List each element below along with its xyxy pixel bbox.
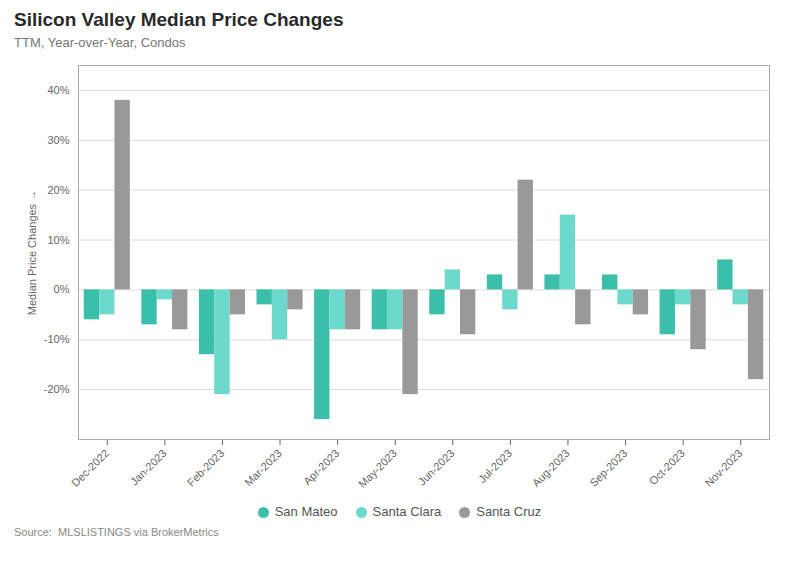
svg-text:Oct-2023: Oct-2023 <box>647 447 687 487</box>
svg-text:Dec-2022: Dec-2022 <box>69 447 111 489</box>
svg-text:0%: 0% <box>54 283 70 295</box>
svg-text:Median Price Changes →: Median Price Changes → <box>26 190 38 315</box>
svg-text:Aug-2023: Aug-2023 <box>530 447 572 489</box>
svg-text:Mar-2023: Mar-2023 <box>242 447 284 489</box>
svg-text:-20%: -20% <box>44 383 70 395</box>
svg-text:Nov-2023: Nov-2023 <box>702 447 744 489</box>
html-text:Santa Cruz: Santa Cruz <box>476 504 542 519</box>
html-text:Silicon Valley Median Price Ch: Silicon Valley Median Price Changes <box>14 9 344 30</box>
svg-text:40%: 40% <box>47 84 69 96</box>
svg-text:Feb-2023: Feb-2023 <box>185 447 227 489</box>
svg-text:Jan-2023: Jan-2023 <box>128 447 169 488</box>
svg-text:20%: 20% <box>47 184 69 196</box>
svg-text:10%: 10% <box>47 234 69 246</box>
html-text:TTM, Year-over-Year, Condos: TTM, Year-over-Year, Condos <box>14 35 186 50</box>
svg-text:Jun-2023: Jun-2023 <box>416 447 457 488</box>
svg-text:30%: 30% <box>47 134 69 146</box>
svg-text:-10%: -10% <box>44 333 70 345</box>
svg-text:May-2023: May-2023 <box>356 447 399 490</box>
svg-text:Jul-2023: Jul-2023 <box>476 447 514 485</box>
html-text:San Mateo: San Mateo <box>274 504 338 519</box>
svg-text:Apr-2023: Apr-2023 <box>301 447 341 487</box>
svg-text:Sep-2023: Sep-2023 <box>587 447 629 489</box>
html-text:Santa Clara: Santa Clara <box>372 504 442 519</box>
html-text:Source: MLSLISTINGS via Broker: Source: MLSLISTINGS via BrokerMetrics <box>14 526 219 538</box>
